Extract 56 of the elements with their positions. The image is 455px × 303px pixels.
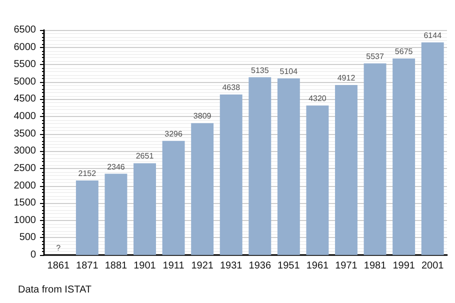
x-tick-label: 1871: [76, 260, 99, 272]
bar: [162, 140, 185, 255]
y-tick-label: 6000: [14, 42, 36, 53]
data-label: 4320: [308, 94, 327, 103]
bar: [191, 123, 214, 255]
x-tick-label: 1981: [364, 260, 387, 272]
x-tick-label: 1901: [134, 260, 156, 272]
bar: [248, 77, 272, 255]
bar: [104, 174, 128, 255]
x-tick-label: 1861: [47, 260, 70, 272]
data-label: 2346: [107, 162, 126, 172]
text: ?: [56, 244, 61, 252]
x-tick-label: 1991: [392, 260, 416, 272]
y-tick-label: 0: [30, 250, 36, 260]
data-label: 2651: [136, 152, 154, 161]
data-label: 3809: [193, 112, 212, 121]
data-label: 5537: [366, 52, 384, 61]
bar: [421, 42, 444, 255]
data-label: 5135: [250, 66, 270, 75]
y-tick-label: 6500: [14, 24, 36, 36]
bar: [277, 78, 300, 255]
x-tick-label: 2001: [421, 260, 444, 272]
data-label: 5675: [394, 47, 414, 56]
y-tick-label: 500: [19, 232, 36, 244]
bar: [134, 163, 156, 255]
text: Data from ISTAT: [18, 284, 92, 296]
data-label: 2152: [78, 169, 97, 178]
bar: [392, 58, 416, 255]
bar: [306, 105, 329, 255]
x-tick-label: 1951: [278, 260, 300, 272]
y-tick-label: 3500: [14, 128, 36, 140]
x-tick-label: 1961: [306, 260, 330, 272]
bar: [335, 84, 358, 255]
y-tick-label: 2000: [14, 180, 36, 192]
data-label: 3296: [164, 129, 183, 138]
x-tick-label: 1881: [104, 260, 128, 272]
x-tick-label: 1931: [220, 260, 243, 272]
x-tick-label: 1936: [248, 260, 272, 272]
y-tick-label: 3000: [14, 146, 36, 157]
y-tick-label: 1500: [14, 198, 36, 209]
bar: [220, 94, 242, 255]
y-tick-label: 2500: [14, 162, 36, 174]
x-tick-label: 1921: [191, 260, 214, 272]
data-label: 4638: [222, 82, 241, 92]
y-tick-label: 5500: [14, 59, 36, 70]
x-tick-label: 1911: [162, 260, 185, 272]
y-tick-label: 5000: [14, 76, 36, 88]
x-tick-label: 1971: [335, 260, 358, 272]
y-tick-label: 1000: [14, 214, 36, 226]
bar: [76, 180, 98, 255]
y-tick-label: 4500: [14, 94, 36, 105]
y-tick-label: 4000: [14, 111, 36, 122]
data-label: 6144: [424, 30, 442, 40]
data-label: 4912: [337, 73, 356, 82]
data-label: 5104: [280, 66, 298, 76]
bar: [364, 63, 386, 255]
